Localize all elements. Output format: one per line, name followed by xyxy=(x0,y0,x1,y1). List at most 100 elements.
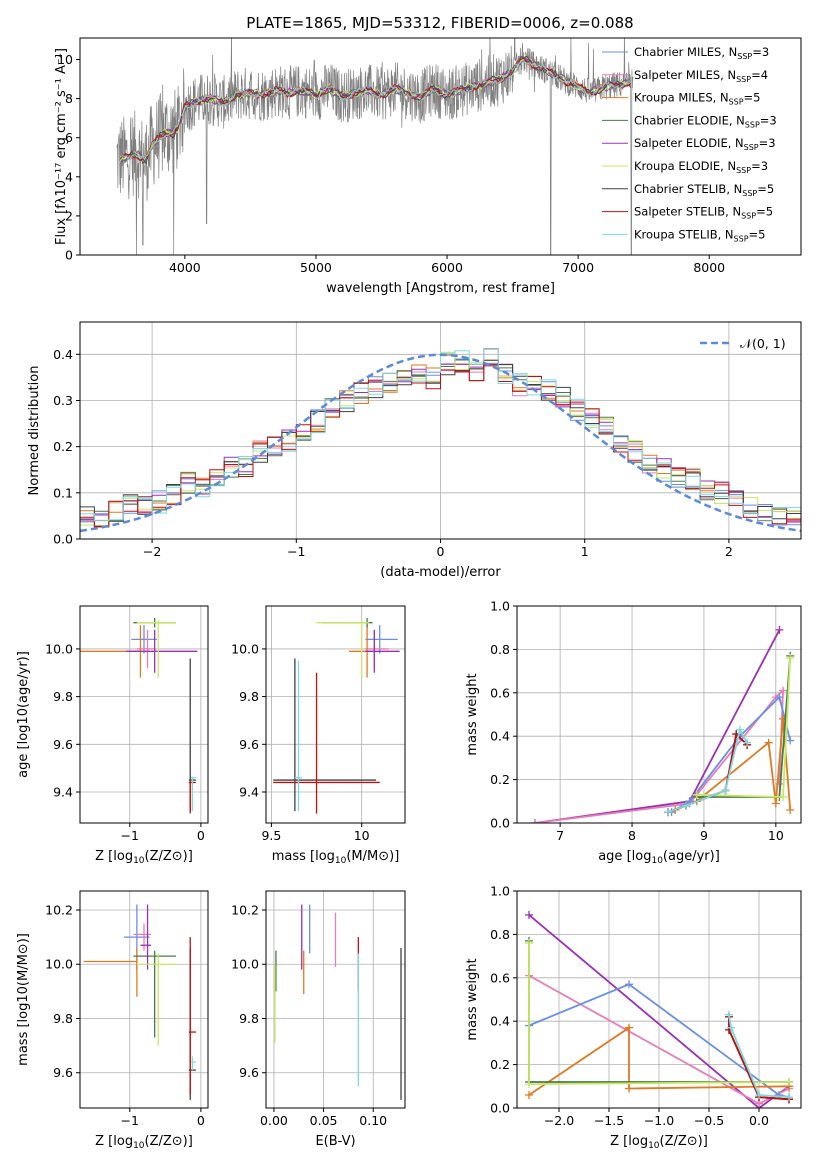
legend-sub: SSP xyxy=(736,75,751,84)
y-tick-label: 0.0 xyxy=(490,1101,510,1116)
x-tick-label: 2 xyxy=(725,544,733,559)
y-tick-label: 0.8 xyxy=(490,642,510,657)
legend-label: Salpeter MILES, NSSP=4 xyxy=(634,68,768,84)
weight-marker xyxy=(681,801,690,810)
y-tick-label: 9.6 xyxy=(239,1065,259,1080)
legend-tail: =5 xyxy=(757,182,774,196)
y-tick-label: 9.6 xyxy=(53,737,73,752)
legend-label: Chabrier ELODIE, NSSP=3 xyxy=(634,113,777,129)
weight-marker xyxy=(692,790,701,799)
axes-frame: 0.00 0.05 0.10 9.6 9.8 10.0 10.2 E(B-V) xyxy=(231,890,406,1149)
x-tick-label: 10 xyxy=(354,828,370,843)
x-tick-label: 9 xyxy=(700,828,708,843)
y-axis-label: mass weight xyxy=(465,673,480,755)
residual-histogram xyxy=(80,364,801,528)
legend-main: Chabrier STELIB, N xyxy=(634,182,742,196)
weight-line xyxy=(728,1016,790,1101)
x-tick-label: 0.05 xyxy=(310,1113,338,1128)
legend-label: Kroupa MILES, NSSP=5 xyxy=(634,91,760,107)
x-tick-label: 4000 xyxy=(169,260,201,275)
legend-sub: SSP xyxy=(737,52,752,61)
y-tick-label: 0.4 xyxy=(53,347,73,362)
weight-marker xyxy=(775,625,784,634)
plot-area xyxy=(517,606,801,823)
axes-frame: −1 0 9.6 9.8 10.0 10.2 Z [log10(Z/Z⊙)] mass [lo… xyxy=(16,890,209,1151)
weight-marker xyxy=(625,1023,633,1032)
axes-border xyxy=(265,605,406,824)
plot-area xyxy=(266,606,405,823)
weight-marker xyxy=(775,1090,783,1099)
legend-main: Salpeter STELIB, N xyxy=(634,205,741,219)
y-tick-label: 2 xyxy=(65,208,73,223)
mass-vs-ebv-panel: 0.00 0.05 0.10 9.6 9.8 10.0 10.2 E(B-V) xyxy=(231,890,406,1149)
residuals-panel: −2 −1 0 1 2 0.0 0.1 0.2 0.3 0.4 (data-model)/error… xyxy=(27,321,802,580)
x-label-sub: 10 xyxy=(651,856,663,866)
weight-marker xyxy=(785,1077,793,1086)
weight-marker xyxy=(779,792,788,801)
weight-marker xyxy=(785,1093,793,1102)
x-tick-label: 7 xyxy=(556,828,564,843)
y-tick-label: 0.0 xyxy=(490,816,510,831)
plot-content xyxy=(273,617,400,814)
axes-frame: −2.0 −1.5 −1.0 −0.5 0.0 0.0 0.2 0.4 0.6 0.8 1.0 Z [… xyxy=(465,884,802,1151)
x-tick-label: 0.10 xyxy=(359,1113,387,1128)
legend-sub: SSP xyxy=(729,98,744,107)
x-axis-label: (data-model)/error xyxy=(380,565,501,580)
y-tick-label: 9.8 xyxy=(53,1011,73,1026)
weight-marker xyxy=(525,939,533,948)
x-label-sub: 10 xyxy=(335,856,347,866)
weight-marker xyxy=(530,819,539,823)
x-tick-label: 5000 xyxy=(300,260,332,275)
y-tick-label: 4 xyxy=(65,169,73,184)
weight-marker xyxy=(786,805,795,814)
x-label-main: Z [log xyxy=(610,1134,648,1149)
axes-border xyxy=(265,890,406,1109)
weight-marker xyxy=(725,1010,733,1019)
y-tick-label: 0.4 xyxy=(490,729,510,744)
weight-vs-metallicity-panel: −2.0 −1.5 −1.0 −0.5 0.0 0.0 0.2 0.4 0.6 0.8 1.0 Z [… xyxy=(465,884,802,1151)
y-axis-label: mass [log10(M/M⊙)] xyxy=(16,933,31,1066)
y-tick-label: 0.6 xyxy=(490,685,510,700)
residual-histogram xyxy=(80,348,801,522)
legend-main: Chabrier ELODIE, N xyxy=(634,113,745,127)
x-tick-label: 8 xyxy=(628,828,636,843)
legend-main: Kroupa MILES, N xyxy=(634,91,729,105)
plot-content xyxy=(83,904,196,1100)
x-label-tail: (M/M⊙)] xyxy=(346,849,399,864)
legend-tail: =5 xyxy=(749,227,766,241)
weight-marker xyxy=(735,725,744,734)
x-label-main: Z [log xyxy=(95,849,133,864)
y-tick-label: 10.0 xyxy=(45,957,73,972)
plot-area xyxy=(80,38,801,255)
y-tick-label: 0.6 xyxy=(490,970,510,985)
y-tick-label: 10.0 xyxy=(231,957,259,972)
weight-line xyxy=(728,1014,790,1099)
x-tick-label: −0.5 xyxy=(694,1113,724,1128)
spectrum-panel: 4000 5000 6000 7000 8000 0 2 4 6 8 10 wavelength [A… xyxy=(54,37,802,296)
model-spectrum xyxy=(119,57,632,162)
legend-tail: =5 xyxy=(744,91,761,105)
y-axis-label: mass weight xyxy=(465,958,480,1040)
axes-border xyxy=(79,890,209,1109)
x-label-tail: (Z/Z⊙)] xyxy=(145,1134,193,1149)
legend-label: Kroupa STELIB, NSSP=5 xyxy=(634,227,765,243)
x-tick-label: 6000 xyxy=(431,260,463,275)
legend-main: Chabrier MILES, N xyxy=(634,45,737,59)
y-tick-label: 9.6 xyxy=(53,1065,73,1080)
x-label-tail: (age/yr)] xyxy=(663,849,720,864)
model-spectrum xyxy=(118,61,631,161)
y-tick-label: 10.0 xyxy=(45,641,73,656)
y-tick-label: 0 xyxy=(65,248,73,263)
x-tick-label: −1.5 xyxy=(594,1113,624,1128)
plot-content xyxy=(274,904,402,1100)
x-axis-label: age [log10(age/yr)] xyxy=(598,849,720,866)
y-tick-label: 9.4 xyxy=(239,785,259,800)
y-tick-label: 0.2 xyxy=(53,439,73,454)
weight-marker xyxy=(525,1080,533,1089)
legend-main: Salpeter MILES, N xyxy=(634,68,736,82)
x-tick-label: −1 xyxy=(121,1113,139,1128)
x-axis-label: wavelength [Angstrom, rest frame] xyxy=(326,281,555,296)
legend-sub: SSP xyxy=(745,120,760,129)
